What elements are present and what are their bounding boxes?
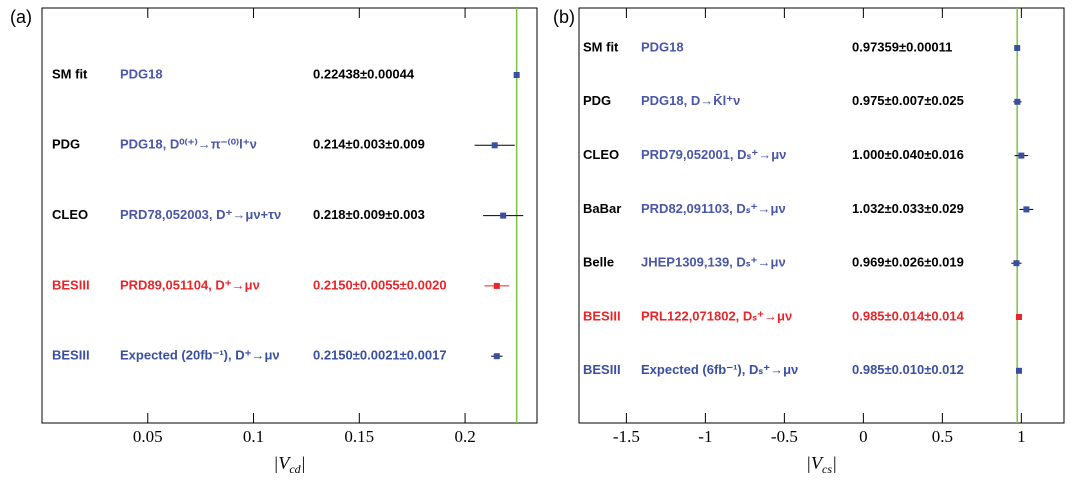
x-axis-label-part: cs — [822, 462, 832, 476]
marker — [493, 282, 500, 289]
experiment-label: BESIII — [583, 308, 621, 323]
value-label: 0.22438±0.00044 — [313, 66, 415, 81]
x-tick-label: 0.5 — [932, 427, 953, 446]
reference-label: PRD79,052001, Dₛ⁺→μν — [641, 147, 786, 162]
x-axis-label-part: |V — [273, 453, 291, 473]
reference-label: JHEP1309,139, Dₛ⁺→μν — [641, 255, 786, 270]
reference-label: PDG18, D⁰⁽⁺⁾→π⁻⁽⁰⁾l⁺ν — [120, 137, 257, 152]
marker — [491, 142, 498, 149]
experiment-label: BESIII — [52, 348, 90, 363]
x-axis-label: |Vcs| — [806, 453, 837, 476]
x-axis-label-part: | — [301, 453, 306, 473]
x-tick-label: 1 — [1017, 427, 1026, 446]
reference-label: PRD82,091103, Dₛ⁺→μν — [641, 201, 786, 216]
x-tick-label: -1.5 — [613, 427, 640, 446]
reference-label: PDG18 — [120, 66, 163, 81]
value-label: 0.985±0.010±0.012 — [852, 362, 964, 377]
experiment-label: CLEO — [52, 207, 88, 222]
marker — [493, 353, 500, 360]
experiment-label: CLEO — [583, 147, 619, 162]
panel-label: (a) — [10, 7, 32, 27]
x-axis-label-part: cd — [289, 462, 301, 476]
x-tick-label: -1 — [698, 427, 712, 446]
marker — [1015, 367, 1022, 374]
value-label: 0.97359±0.00011 — [852, 39, 952, 54]
experiment-label: BaBar — [583, 201, 621, 216]
reference-label: PRD89,051104, D⁺→μν — [120, 277, 260, 292]
marker — [513, 72, 520, 78]
value-label: 1.000±0.040±0.016 — [852, 147, 964, 162]
x-tick-label: 0.15 — [344, 427, 374, 446]
panel-label: (b) — [553, 7, 575, 27]
experiment-label: BESIII — [583, 362, 621, 377]
experiment-label: Belle — [583, 255, 614, 270]
marker — [1013, 260, 1020, 267]
experiment-label: BESIII — [52, 277, 90, 292]
reference-label: Expected (20fb⁻¹), D⁺→μν — [120, 348, 280, 363]
marker — [1014, 98, 1021, 105]
experiment-label: SM fit — [52, 66, 88, 81]
plot-frame — [578, 7, 1065, 424]
x-tick-label: 0.1 — [243, 427, 264, 446]
reference-label: Expected (6fb⁻¹), Dₛ⁺→μν — [641, 362, 798, 377]
x-axis-label: |Vcd| — [273, 453, 305, 476]
x-axis-label-part: |V — [806, 453, 824, 473]
reference-label: PRL122,071802, Dₛ⁺→μν — [641, 308, 792, 323]
reference-label: PRD78,052003, D⁺→μν+τν — [120, 207, 281, 222]
x-tick-label: -0.5 — [771, 427, 798, 446]
reference-label: PDG18, D→K̄l⁺ν — [641, 93, 740, 108]
experiment-label: SM fit — [583, 39, 619, 54]
value-label: 0.975±0.007±0.025 — [852, 93, 964, 108]
value-label: 0.214±0.003±0.009 — [313, 137, 425, 152]
marker — [1014, 45, 1021, 51]
marker — [1015, 314, 1022, 320]
experiment-label: PDG — [52, 137, 80, 152]
x-tick-label: 0 — [859, 427, 868, 446]
value-label: 0.2150±0.0055±0.0020 — [313, 277, 447, 292]
x-tick-label: 0.05 — [133, 427, 163, 446]
plot-frame — [41, 7, 538, 424]
value-label: 1.032±0.033±0.029 — [852, 201, 964, 216]
experiment-label: PDG — [583, 93, 611, 108]
reference-label: PDG18 — [641, 39, 684, 54]
marker — [500, 212, 507, 219]
value-label: 0.985±0.014±0.014 — [852, 308, 965, 323]
x-tick-label: 0.2 — [454, 427, 475, 446]
marker — [1018, 152, 1025, 159]
marker — [1023, 206, 1030, 213]
value-label: 0.218±0.009±0.003 — [313, 207, 425, 222]
value-label: 0.2150±0.0021±0.0017 — [313, 348, 447, 363]
x-axis-label-part: | — [832, 453, 837, 473]
value-label: 0.969±0.026±0.019 — [852, 255, 964, 270]
